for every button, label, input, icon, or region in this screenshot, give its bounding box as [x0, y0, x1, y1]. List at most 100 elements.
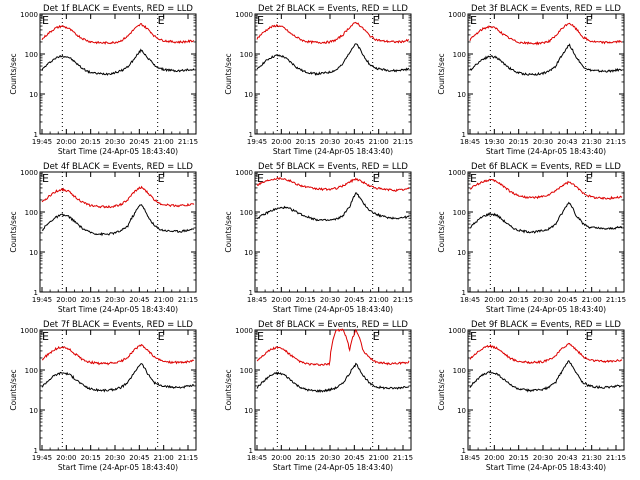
x-axis-label: Start Time (24-Apr-05 18:43:40)	[486, 147, 606, 156]
plot-title: Det 1f BLACK = Events, RED = LLD	[43, 4, 193, 14]
y-tick-label: 1	[249, 289, 253, 297]
x-tick-label: 20:30	[320, 454, 340, 462]
y-tick-label: 10	[29, 407, 38, 415]
y-tick-label: 1	[462, 289, 466, 297]
x-axis-label: Start Time (24-Apr-05 18:43:40)	[273, 147, 393, 156]
y-tick-label: 10	[244, 91, 253, 99]
x-tick-label: 20:30	[105, 454, 125, 462]
y-tick-label: 1000	[235, 11, 253, 19]
y-axis-label: Counts/sec	[437, 211, 446, 252]
series-line-events	[41, 204, 195, 237]
marker-label-start: E	[257, 172, 264, 185]
plot-panel-7: Det 7f BLACK = Events, RED = LLD 1 10 100 10…	[9, 320, 198, 472]
y-axis-label: Counts/sec	[224, 369, 233, 410]
x-tick-label: 20:45	[129, 138, 149, 146]
x-tick-label: 20:30	[105, 138, 125, 146]
marker-label-end: E	[373, 172, 380, 185]
marker-label-end: E	[158, 330, 165, 343]
plot-frame	[467, 13, 625, 135]
series-line-events	[41, 48, 195, 76]
x-tick-label: 21:30	[582, 138, 602, 146]
x-tick-label: 21:00	[154, 138, 174, 146]
x-tick-label: 21:15	[606, 454, 626, 462]
y-axis-label: Counts/sec	[224, 211, 233, 252]
x-axis-label: Start Time (24-Apr-05 18:43:40)	[58, 147, 178, 156]
y-tick-label: 100	[25, 367, 38, 375]
x-tick-label: 20:15	[509, 454, 529, 462]
series-line-events	[256, 362, 410, 393]
x-tick-label: 20:00	[56, 138, 76, 146]
plot-frame	[467, 329, 625, 451]
x-tick-label: 20:30	[533, 296, 553, 304]
y-tick-label: 100	[25, 209, 38, 217]
marker-label-end: E	[373, 330, 380, 343]
plot-frame	[254, 171, 412, 293]
x-axis-label: Start Time (24-Apr-05 18:43:40)	[58, 463, 178, 472]
series-line-events	[469, 359, 623, 393]
y-tick-label: 1	[462, 131, 466, 139]
marker-label-end: E	[373, 14, 380, 27]
x-tick-label: 20:00	[484, 296, 504, 304]
marker-label-end: E	[158, 14, 165, 27]
x-tick-label: 21:15	[393, 454, 413, 462]
y-tick-label: 100	[453, 367, 466, 375]
x-tick-label: 21:15	[606, 296, 626, 304]
marker-label-start: E	[42, 172, 49, 185]
plot-title: Det 3f BLACK = Events, RED = LLD	[471, 4, 621, 14]
x-tick-label: 20:45	[344, 296, 364, 304]
plot-frame	[254, 13, 412, 135]
y-tick-label: 1000	[20, 11, 38, 19]
y-tick-label: 10	[29, 249, 38, 257]
x-tick-label: 20:00	[271, 454, 291, 462]
series-line-lld	[256, 176, 410, 192]
marker-label-start: E	[470, 14, 477, 27]
y-tick-label: 100	[453, 209, 466, 217]
series-line-lld	[469, 22, 623, 46]
x-tick-label: 21:00	[369, 296, 389, 304]
plot-panel-1: Det 1f BLACK = Events, RED = LLD 1 10 100 10…	[9, 4, 198, 156]
series-line-lld	[41, 23, 195, 45]
y-axis-label: Counts/sec	[9, 369, 18, 410]
y-tick-label: 1	[34, 131, 38, 139]
plot-frame	[254, 329, 412, 451]
x-tick-label: 20:15	[296, 454, 316, 462]
x-tick-label: 20:45	[129, 454, 149, 462]
x-tick-label: 19:45	[247, 138, 267, 146]
y-tick-label: 1000	[448, 11, 466, 19]
x-tick-label: 21:00	[582, 296, 602, 304]
x-tick-label: 21:30	[582, 454, 602, 462]
x-tick-label: 21:15	[393, 296, 413, 304]
y-tick-label: 10	[244, 407, 253, 415]
series-line-lld	[469, 178, 623, 201]
x-tick-label: 18:45	[247, 454, 267, 462]
x-axis-label: Start Time (24-Apr-05 18:43:40)	[486, 463, 606, 472]
x-tick-label: 18:45	[460, 138, 480, 146]
y-tick-label: 1000	[20, 327, 38, 335]
plot-panel-9: Det 9f BLACK = Events, RED = LLD 1 10 100 10…	[437, 320, 626, 472]
x-tick-label: 20:30	[320, 296, 340, 304]
y-tick-label: 1000	[20, 169, 38, 177]
x-tick-label: 20:45	[129, 296, 149, 304]
y-tick-label: 100	[240, 209, 253, 217]
y-tick-label: 10	[244, 249, 253, 257]
y-axis-label: Counts/sec	[437, 369, 446, 410]
series-line-events	[256, 43, 410, 76]
y-axis-label: Counts/sec	[9, 53, 18, 94]
x-axis-label: Start Time (24-Apr-05 18:43:40)	[486, 305, 606, 314]
x-tick-label: 21:15	[178, 454, 198, 462]
y-tick-label: 1000	[448, 327, 466, 335]
y-axis-label: Counts/sec	[9, 211, 18, 252]
x-tick-label: 20:15	[81, 296, 101, 304]
x-tick-label: 20:45	[344, 138, 364, 146]
plot-panel-8: Det 8f BLACK = Events, RED = LLD 1 10 100 10…	[224, 320, 413, 472]
series-line-lld	[256, 328, 410, 367]
x-tick-label: 20:00	[56, 296, 76, 304]
y-tick-label: 1000	[235, 327, 253, 335]
y-tick-label: 1	[249, 131, 253, 139]
x-tick-label: 20:30	[105, 296, 125, 304]
x-axis-label: Start Time (24-Apr-05 18:43:40)	[273, 305, 393, 314]
x-tick-label: 21:00	[369, 454, 389, 462]
marker-label-start: E	[470, 172, 477, 185]
x-axis-label: Start Time (24-Apr-05 18:43:40)	[58, 305, 178, 314]
